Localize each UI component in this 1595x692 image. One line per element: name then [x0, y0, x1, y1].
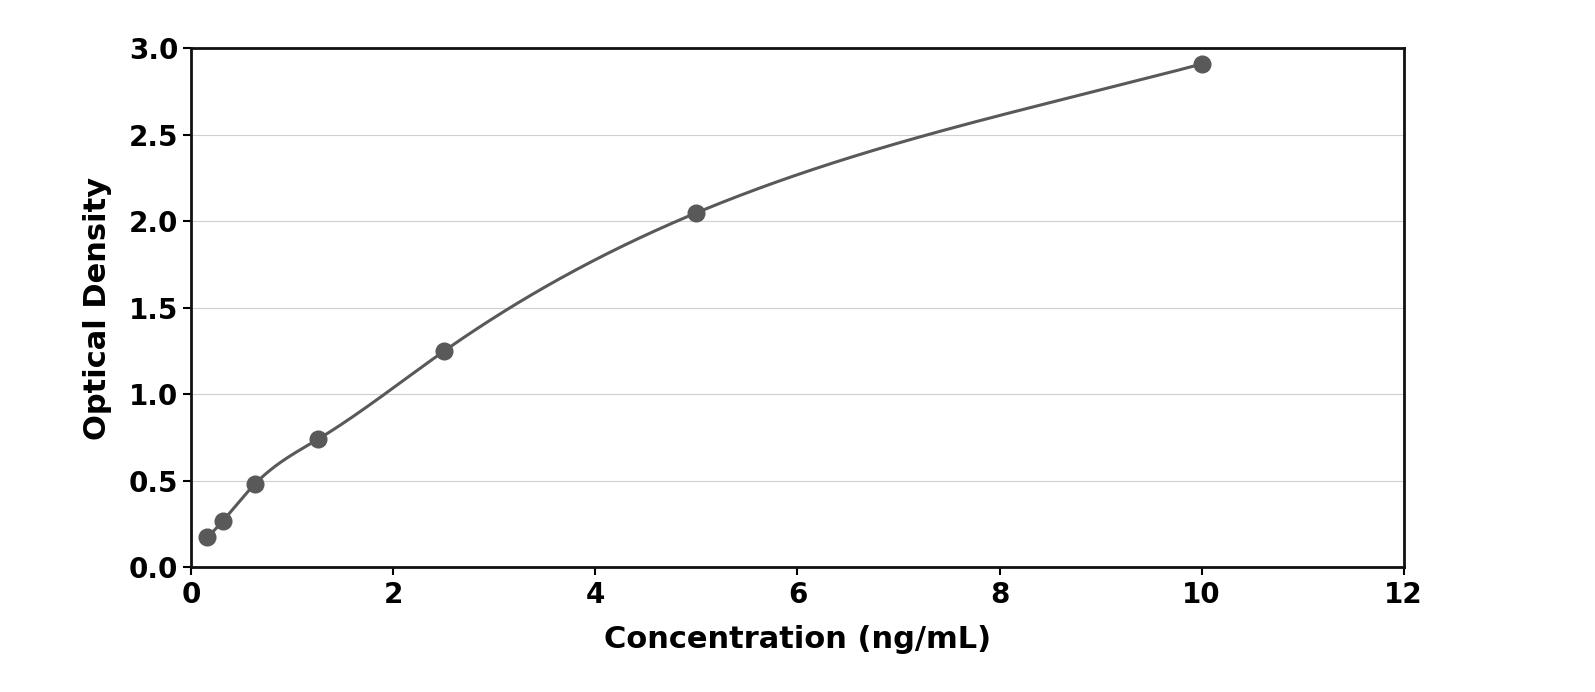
Point — [431, 345, 456, 357]
Point — [195, 531, 220, 543]
Point — [684, 208, 710, 219]
Point — [242, 479, 268, 490]
Point — [211, 515, 236, 526]
Y-axis label: Optical Density: Optical Density — [83, 176, 112, 439]
Point — [305, 434, 330, 445]
Point — [1188, 59, 1214, 70]
X-axis label: Concentration (ng/mL): Concentration (ng/mL) — [605, 626, 990, 655]
